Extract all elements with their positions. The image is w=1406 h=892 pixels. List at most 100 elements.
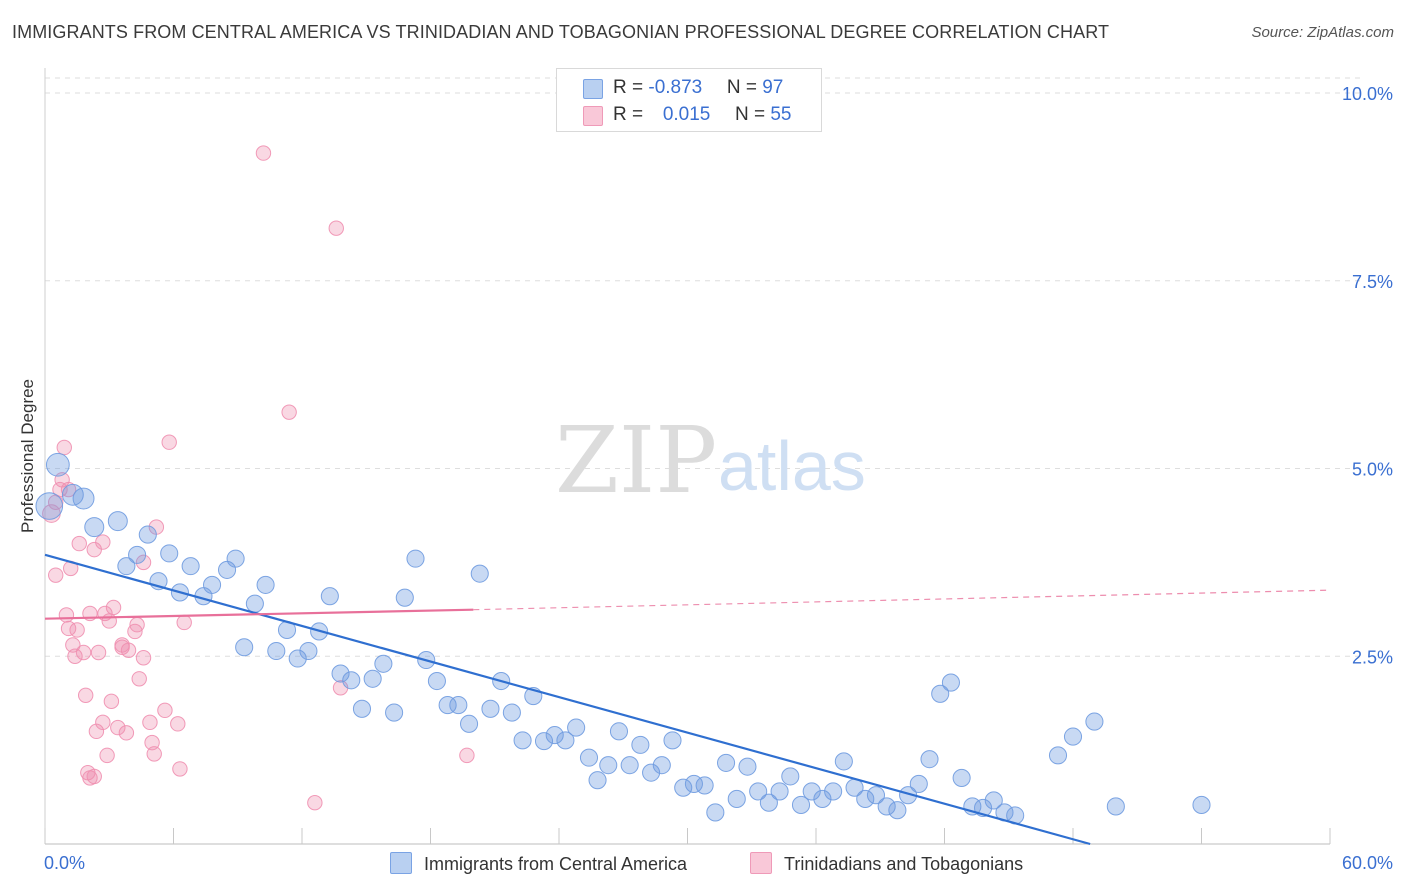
blue-trend-line [44,553,1091,846]
pink-data-point [77,687,94,704]
blue-data-point [406,549,425,568]
blue-data-point [1063,727,1083,746]
blue-data-point [567,718,586,737]
pink-data-point [67,648,83,664]
pink-data-point [60,481,77,498]
blue-data-point [642,763,661,782]
y-tick-label: 2.5% [1352,647,1393,667]
blue-data-point [781,767,800,786]
pink-data-point [69,622,85,638]
blue-swatch [583,79,603,99]
blue-data-point [770,782,789,801]
pink-data-point [118,725,135,741]
blue-data-point [470,564,489,583]
watermark-zip: ZIP [555,407,717,514]
blue-data-point [652,756,671,775]
blue-data-point [288,649,307,668]
blue-data-point [1192,795,1211,814]
pink-data-point [103,693,120,710]
blue-data-point [663,731,682,750]
pink-trend-extension [473,589,1331,611]
pink-data-point [114,637,130,653]
blue-data-point [235,638,254,657]
blue-data-point [984,791,1003,810]
blue-data-point [128,545,147,564]
pink-data-point [157,702,173,719]
blue-data-point [72,487,95,510]
legend-n-value: 55 [770,104,792,125]
blue-data-point [117,557,136,576]
blue-data-point [588,771,607,790]
pink-data-point [328,220,344,236]
blue-data-point [695,776,714,795]
blue-data-point [226,549,245,568]
pink-data-point [135,650,152,666]
blue-data-point [352,699,372,718]
pink-data-point [86,768,102,785]
blue-data-point [717,753,736,772]
blue-series-points [35,452,1211,825]
blue-data-point [866,786,886,805]
pink-data-point [144,734,160,751]
blue-data-point [427,671,446,691]
blue-data-point [107,511,128,532]
blue-data-point [706,803,725,822]
pink-data-point [95,714,111,731]
blue-data-point [802,782,821,801]
pink-data-point [120,642,137,658]
blue-data-point [856,789,875,808]
pink-data-point [142,714,158,731]
grid-lines [45,77,1365,657]
legend-n-value: 97 [762,77,784,98]
pink-data-point [56,439,72,456]
blue-data-point [84,517,105,538]
y-tick-label: 10.0% [1342,84,1393,104]
blue-data-point [791,795,811,814]
legend-series2-label: Trinidadians and Tobagonians [784,854,1024,874]
blue-data-point [759,793,778,812]
blue-data-point [909,774,928,793]
blue-data-point [502,703,521,722]
pink-data-point [88,723,105,740]
legend-n-label: N = [734,104,771,125]
pink-data-point [101,613,117,629]
blue-data-point [181,557,200,576]
blue-data-point [931,684,950,703]
legend-r-value: -0.873 [648,77,703,98]
correlation-legend: R = -0.873 N = 97 R = 0.015 N = 55 [556,68,822,132]
blue-data-point [45,452,70,477]
legend-series1-label: Immigrants from Central America [424,854,688,874]
tick-labels: 2.5% 5.0% 7.5% 10.0% 0.0% 60.0% [44,84,1393,873]
pink-swatch [583,106,603,126]
pink-data-point [52,481,68,498]
blue-data-point [395,588,414,607]
pink-data-point [459,747,475,764]
blue-data-point [920,750,939,769]
pink-data-point [58,607,75,623]
blue-data-point [941,673,960,692]
pink-data-point [110,719,126,736]
blue-data-point [545,726,564,745]
watermark-atlas: atlas [718,427,866,505]
blue-data-point [1085,712,1104,731]
pink-data-point [161,434,177,450]
blue-swatch [390,852,412,874]
blue-data-point [449,696,468,715]
pink-swatch [750,852,772,874]
pink-data-point [255,145,272,161]
pink-data-point [95,534,111,550]
y-axis-label: Professional Degree [18,379,37,533]
blue-data-point [674,778,693,797]
blue-data-point [749,782,768,801]
blue-data-point [727,789,746,808]
pink-data-point [170,716,186,732]
blue-data-point [374,654,393,673]
blue-data-point [1048,746,1068,765]
pink-data-point [281,404,297,420]
blue-data-point [813,789,832,808]
pink-series-points [42,145,475,811]
blue-data-point [267,641,286,661]
blue-data-point [834,752,853,771]
pink-data-point [71,535,87,552]
blue-data-point [299,641,318,661]
